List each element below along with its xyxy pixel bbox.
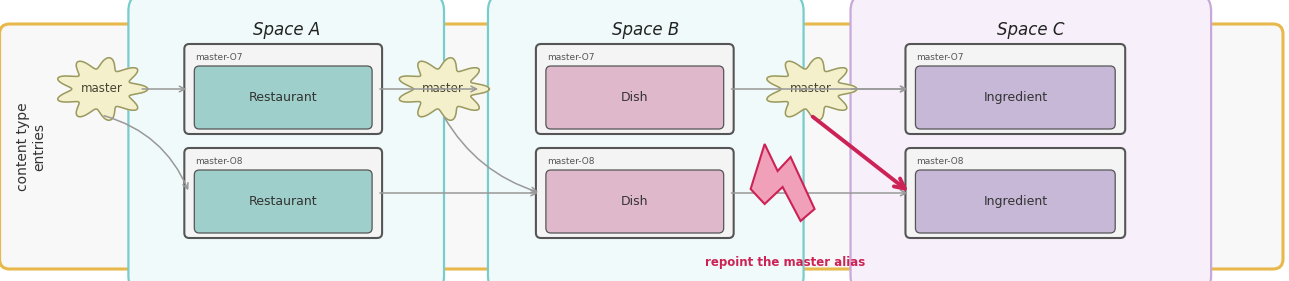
Text: Dish: Dish	[621, 195, 648, 208]
FancyBboxPatch shape	[536, 44, 733, 134]
FancyBboxPatch shape	[915, 170, 1115, 233]
FancyBboxPatch shape	[184, 148, 382, 238]
FancyBboxPatch shape	[547, 66, 723, 129]
FancyBboxPatch shape	[129, 0, 443, 281]
FancyBboxPatch shape	[851, 0, 1212, 281]
FancyBboxPatch shape	[195, 170, 373, 233]
Polygon shape	[58, 58, 148, 120]
Text: content type
entries: content type entries	[17, 103, 46, 191]
Polygon shape	[750, 144, 815, 221]
Polygon shape	[767, 58, 857, 120]
Text: master: master	[790, 83, 831, 96]
FancyBboxPatch shape	[184, 44, 382, 134]
FancyBboxPatch shape	[536, 148, 733, 238]
FancyBboxPatch shape	[915, 66, 1115, 129]
FancyBboxPatch shape	[0, 24, 1283, 269]
FancyBboxPatch shape	[489, 0, 803, 281]
Text: Space B: Space B	[612, 21, 679, 39]
Text: repoint the master alias: repoint the master alias	[705, 256, 866, 269]
Text: Ingredient: Ingredient	[984, 91, 1048, 104]
FancyBboxPatch shape	[547, 170, 723, 233]
Text: Ingredient: Ingredient	[984, 195, 1048, 208]
Text: master: master	[80, 83, 122, 96]
FancyBboxPatch shape	[195, 66, 373, 129]
Text: Space A: Space A	[253, 21, 320, 39]
FancyBboxPatch shape	[905, 148, 1125, 238]
Text: master-O7: master-O7	[916, 53, 964, 62]
FancyBboxPatch shape	[905, 44, 1125, 134]
Text: master-O8: master-O8	[916, 157, 964, 166]
Text: Dish: Dish	[621, 91, 648, 104]
Text: master-O8: master-O8	[196, 157, 242, 166]
Text: master-O7: master-O7	[196, 53, 242, 62]
Polygon shape	[400, 58, 490, 120]
Text: Restaurant: Restaurant	[249, 195, 317, 208]
Text: Restaurant: Restaurant	[249, 91, 317, 104]
Text: Space C: Space C	[996, 21, 1063, 39]
Text: master-O7: master-O7	[547, 53, 594, 62]
Text: master: master	[422, 83, 464, 96]
Text: master-O8: master-O8	[547, 157, 594, 166]
